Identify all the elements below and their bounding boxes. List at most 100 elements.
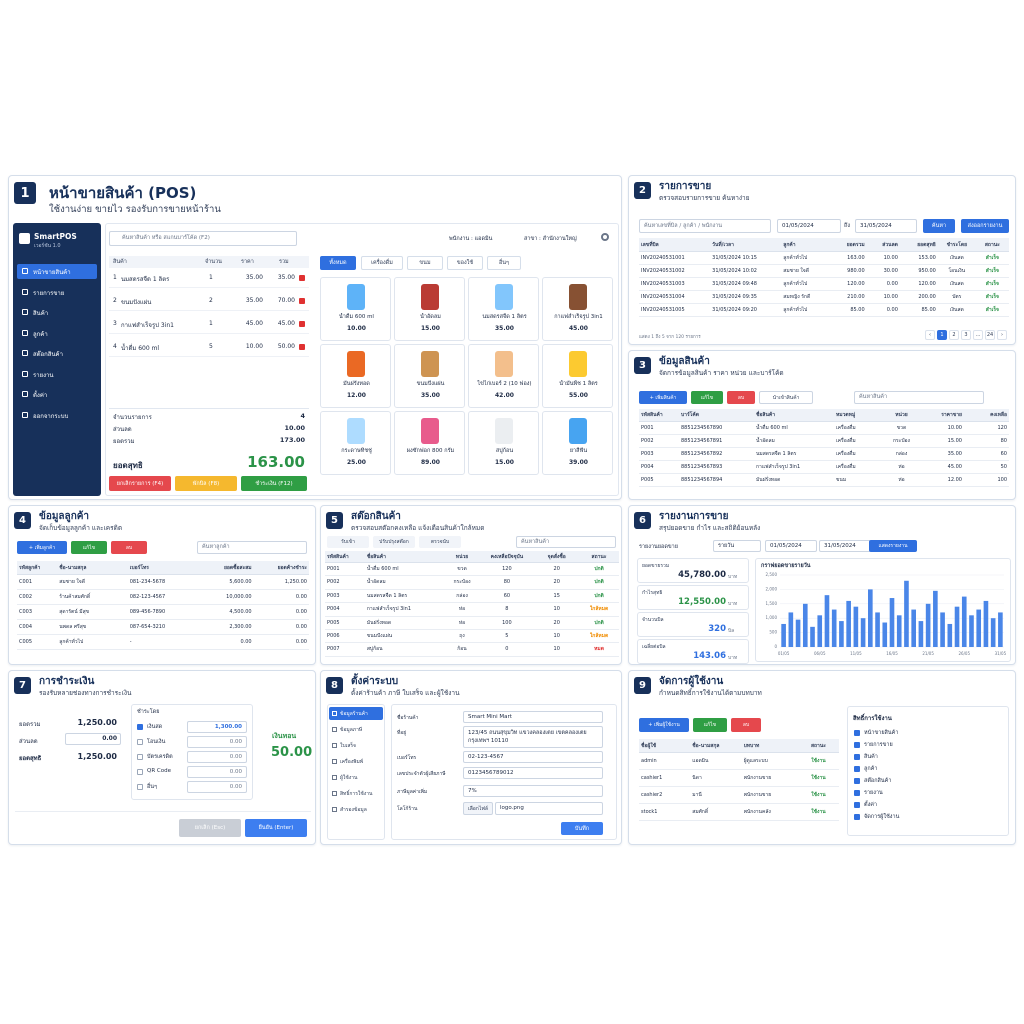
checkbox[interactable] xyxy=(854,766,860,772)
toolbar-button[interactable]: ลบ xyxy=(731,718,761,732)
checkbox[interactable] xyxy=(854,730,860,736)
panel-subtitle: จัดการข้อมูลสินค้า ราคา หน่วย และบาร์โค้… xyxy=(659,369,784,377)
page-button[interactable]: 3 xyxy=(961,330,971,340)
page-button[interactable]: ‹ xyxy=(925,330,935,340)
toolbar-button[interactable]: แก้ไข xyxy=(693,718,727,732)
remove-icon[interactable] xyxy=(299,344,305,350)
search-button[interactable]: ค้นหา xyxy=(923,219,955,233)
action-button[interactable]: พักบิล (F8) xyxy=(175,476,237,491)
field-input[interactable]: Smart Mini Mart xyxy=(463,711,603,723)
checkbox[interactable] xyxy=(137,769,143,775)
action-button[interactable]: ชำระเงิน (F12) xyxy=(241,476,307,491)
page-button[interactable]: 24 xyxy=(985,330,995,340)
page-button[interactable]: 1 xyxy=(937,330,947,340)
save-button[interactable]: บันทึก xyxy=(561,822,603,835)
product-card[interactable]: นมสดรสจืด 1 ลิตร 35.00 xyxy=(468,277,539,341)
product-card[interactable]: กระดาษทิชชู่ 25.00 xyxy=(320,411,391,475)
menu-icon[interactable] xyxy=(22,268,28,274)
settings-icon[interactable] xyxy=(601,233,609,241)
checkbox[interactable] xyxy=(854,790,860,796)
checkbox[interactable] xyxy=(854,802,860,808)
category-tab[interactable]: อื่นๆ xyxy=(487,256,521,270)
method-amount[interactable]: 1,300.00 xyxy=(187,721,247,733)
method-amount[interactable]: 0.00 xyxy=(187,736,247,748)
field-input[interactable]: 02-123-4567 xyxy=(463,751,603,763)
category-tab[interactable]: ขนม xyxy=(407,256,443,270)
date-to[interactable]: 31/05/2024 xyxy=(855,219,917,233)
menu-icon[interactable] xyxy=(22,370,28,377)
toolbar-button[interactable]: ลบ xyxy=(727,391,755,404)
search-box[interactable]: ค้นหาสินค้า xyxy=(854,391,984,404)
product-card[interactable]: ผงซักฟอก 800 กรัม 89.00 xyxy=(394,411,465,475)
product-card[interactable]: น้ำดื่ม 600 ml 10.00 xyxy=(320,277,391,341)
file-button[interactable]: เลือกไฟล์ xyxy=(463,802,493,815)
menu-icon[interactable] xyxy=(22,411,28,418)
discount-input[interactable] xyxy=(65,733,121,745)
search-box[interactable]: ค้นหาสินค้า xyxy=(516,536,616,548)
menu-icon[interactable] xyxy=(22,288,28,295)
toolbar-button[interactable]: ลบ xyxy=(111,541,147,554)
toolbar-button[interactable]: + เพิ่มสินค้า xyxy=(639,391,687,404)
confirm-button[interactable]: ยืนยัน (Enter) xyxy=(245,819,307,837)
checkbox[interactable] xyxy=(137,754,143,760)
table-cell: 5,600.00 xyxy=(229,579,252,585)
method-amount[interactable]: 0.00 xyxy=(187,781,247,793)
stock-tab[interactable]: รับเข้า xyxy=(327,536,369,548)
toolbar-button[interactable]: แก้ไข xyxy=(71,541,107,554)
field-input[interactable]: 0123456789012 xyxy=(463,767,603,779)
toolbar-button[interactable]: แก้ไข xyxy=(691,391,723,404)
page-button[interactable]: 2 xyxy=(949,330,959,340)
toolbar-button[interactable]: + เพิ่มผู้ใช้งาน xyxy=(639,718,689,732)
checkbox[interactable] xyxy=(854,742,860,748)
date-to[interactable]: 31/05/2024 xyxy=(819,540,871,552)
category-tab[interactable]: ทั้งหมด xyxy=(320,256,356,270)
bar-chart: 0 500 1,000 1,500 2,000 2,500 01/05 06/05 11/05 1… xyxy=(766,572,1007,656)
page-button[interactable]: ... xyxy=(973,330,983,340)
checkbox[interactable] xyxy=(137,784,143,790)
category-tab[interactable]: เครื่องดื่ม xyxy=(361,256,403,270)
page-button[interactable]: › xyxy=(997,330,1007,340)
remove-icon[interactable] xyxy=(299,298,305,304)
action-button[interactable]: ยกเลิกรายการ (F4) xyxy=(109,476,171,491)
checkbox[interactable] xyxy=(137,724,143,730)
remove-icon[interactable] xyxy=(299,275,305,281)
row-divider xyxy=(639,460,1009,461)
product-card[interactable]: ไข่ไก่เบอร์ 2 (10 ฟอง) 42.00 xyxy=(468,344,539,408)
product-card[interactable]: ยาสีฟัน 39.00 xyxy=(542,411,613,475)
stock-tab[interactable]: ปรับปรุงสต๊อก xyxy=(373,536,415,548)
checkbox[interactable] xyxy=(854,778,860,784)
menu-icon[interactable] xyxy=(22,391,28,397)
checkbox[interactable] xyxy=(854,814,860,820)
search-box[interactable]: ค้นหาสินค้า หรือ สแกนบาร์โค้ด (F2) xyxy=(109,231,297,246)
date-from[interactable]: 01/05/2024 xyxy=(765,540,817,552)
menu-icon[interactable] xyxy=(22,309,28,315)
field-input[interactable]: 7% xyxy=(463,785,603,797)
product-card[interactable]: น้ำมันพืช 1 ลิตร 55.00 xyxy=(542,344,613,408)
product-card[interactable]: กาแฟสำเร็จรูป 3in1 45.00 xyxy=(542,277,613,341)
category-tab[interactable]: ของใช้ xyxy=(447,256,483,270)
stock-tab[interactable]: ตรวจนับ xyxy=(419,536,461,548)
checkbox[interactable] xyxy=(137,739,143,745)
toolbar-button[interactable]: นำเข้าสินค้า xyxy=(759,391,813,404)
export-button[interactable]: ส่งออกรายงาน xyxy=(961,219,1009,233)
product-card[interactable]: สบู่ก้อน 15.00 xyxy=(468,411,539,475)
method-amount[interactable]: 0.00 xyxy=(187,766,247,778)
menu-icon[interactable] xyxy=(22,329,28,336)
menu-icon[interactable] xyxy=(22,350,28,356)
file-name[interactable]: logo.png xyxy=(495,802,603,815)
period-select[interactable]: รายวัน xyxy=(713,540,761,552)
field-input[interactable]: 123/45 ถนนสุขุมวิท แขวงคลองเตย เขตคลองเต… xyxy=(463,726,603,748)
search-box[interactable]: ค้นหาลูกค้า xyxy=(197,541,307,554)
toolbar-button[interactable]: + เพิ่มลูกค้า xyxy=(17,541,67,554)
method-amount[interactable]: 0.00 xyxy=(187,751,247,763)
remove-icon[interactable] xyxy=(299,321,305,327)
report-button[interactable]: แสดงรายงาน xyxy=(869,540,917,552)
product-card[interactable]: มันฝรั่งทอด 12.00 xyxy=(320,344,391,408)
search-box[interactable]: ค้นหาเลขที่บิล / ลูกค้า / พนักงาน xyxy=(639,219,771,233)
date-from[interactable]: 01/05/2024 xyxy=(777,219,841,233)
cancel-button[interactable]: ยกเลิก (Esc) xyxy=(179,819,241,837)
product-card[interactable]: น้ำอัดลม 15.00 xyxy=(394,277,465,341)
checkbox[interactable] xyxy=(854,754,860,760)
table-cell: P001 xyxy=(641,425,654,431)
product-card[interactable]: ขนมปังแผ่น 35.00 xyxy=(394,344,465,408)
